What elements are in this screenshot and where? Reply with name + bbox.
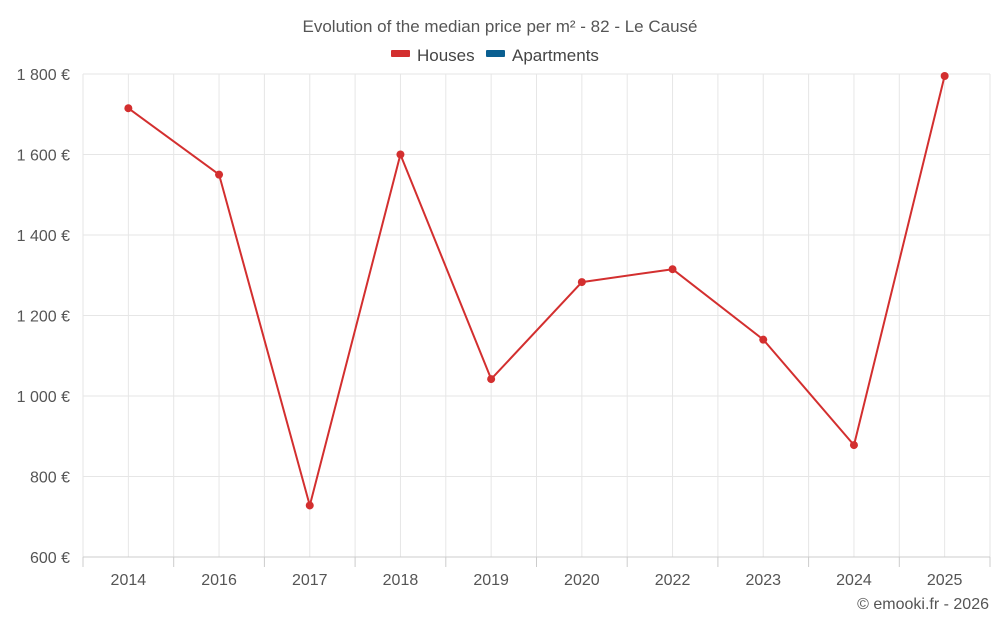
x-tick-label: 2016 [201,572,237,589]
x-tick-label: 2023 [745,572,781,589]
data-point[interactable] [849,441,858,450]
x-tick-label: 2022 [655,572,691,589]
x-tick-label: 2019 [473,572,509,589]
y-tick-label: 800 € [30,470,70,487]
x-gridlines [82,74,991,557]
chart-title: Evolution of the median price per m² - 8… [303,17,698,36]
legend-item-houses[interactable]: Houses [391,46,475,65]
data-point[interactable] [668,265,677,274]
y-tick-label: 600 € [30,550,70,567]
x-tick-label: 2020 [564,572,600,589]
x-tick-label: 2018 [383,572,419,589]
y-tick-label: 1 400 € [17,228,70,245]
series-layer [124,72,949,510]
y-tick-label: 1 600 € [17,148,70,165]
y-axis-ticks: 600 € 800 € 1 000 € 1 200 € 1 400 € 1 600 € 1 … [17,67,70,567]
x-tick-label: 2017 [292,572,328,589]
legend-item-apartments[interactable]: Apartments [486,46,599,65]
legend-label-apartments: Apartments [512,46,599,65]
series-line-houses [127,75,946,507]
credit-text: © emooki.fr - 2026 [857,596,989,613]
data-point[interactable] [759,335,768,344]
legend-swatch-apartments [486,50,505,57]
y-tick-label: 1 000 € [17,389,70,406]
legend-label-houses: Houses [417,46,475,65]
data-point[interactable] [124,104,133,113]
x-tick-label: 2024 [836,572,872,589]
data-point[interactable] [487,375,496,384]
x-axis-ticks: 2014 2016 2017 2018 2019 2020 2022 2023 2024 2025 [82,557,991,589]
legend[interactable]: Houses Apartments [391,46,599,65]
y-tick-label: 1 800 € [17,67,70,84]
data-point[interactable] [215,170,224,179]
legend-swatch-houses [391,50,410,57]
data-point[interactable] [940,72,949,81]
x-tick-label: 2014 [111,572,147,589]
x-tick-label: 2025 [927,572,963,589]
data-point[interactable] [305,501,314,510]
y-tick-label: 1 200 € [17,309,70,326]
data-point[interactable] [577,278,586,287]
data-point[interactable] [396,150,405,159]
